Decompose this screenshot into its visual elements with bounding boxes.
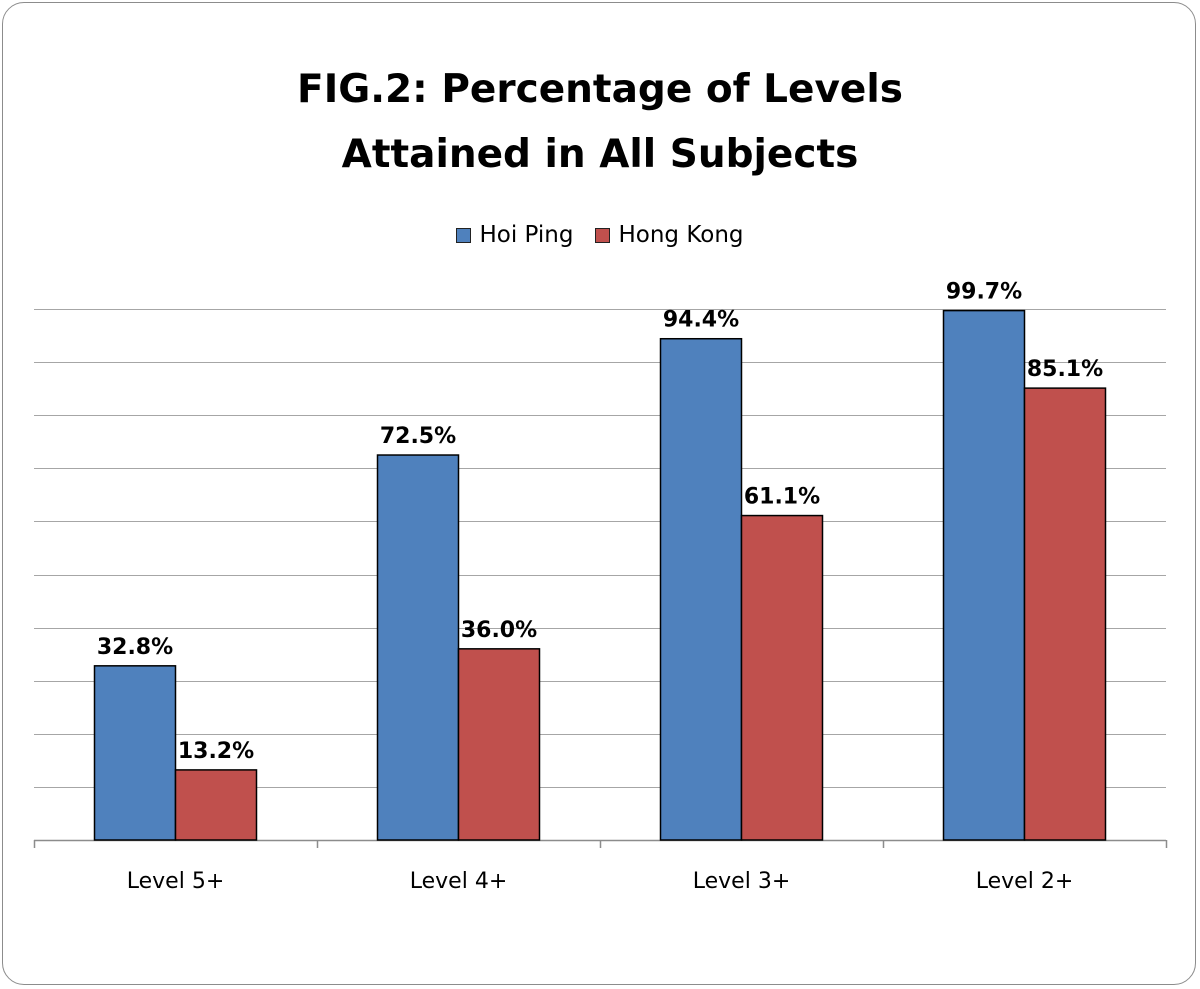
bar-hong-kong-level-2 (1023, 387, 1107, 841)
legend-item-hong-kong: Hong Kong (595, 222, 744, 248)
chart-title-line-2: Attained in All Subjects (341, 132, 859, 177)
data-label: 85.1% (1027, 357, 1103, 382)
legend-swatch-hong-kong (595, 227, 611, 243)
bar-hong-kong-level-4 (457, 648, 541, 841)
data-label: 72.5% (380, 424, 456, 449)
bar-hoi-ping-level-4 (376, 454, 460, 841)
bar-hoi-ping-level-2 (942, 309, 1026, 841)
x-tick-label: Level 4+ (410, 869, 508, 894)
chart-legend: Hoi Ping Hong Kong (0, 222, 1200, 248)
legend-label-hong-kong: Hong Kong (618, 222, 744, 248)
bar-hoi-ping-level-3 (659, 337, 743, 841)
legend-label-hoi-ping: Hoi Ping (479, 222, 574, 248)
legend-item-hoi-ping: Hoi Ping (456, 222, 573, 248)
data-label: 13.2% (178, 739, 254, 764)
data-label: 32.8% (97, 635, 173, 660)
data-label: 94.4% (663, 308, 739, 333)
bar-hong-kong-level-3 (740, 514, 824, 841)
x-tick-label: Level 5+ (127, 869, 225, 894)
x-tick-label: Level 2+ (976, 869, 1074, 894)
bar-hoi-ping-level-5 (93, 665, 177, 841)
data-label: 61.1% (744, 485, 820, 510)
bar-hong-kong-level-5 (174, 769, 258, 841)
x-tick-label: Level 3+ (693, 869, 791, 894)
data-label: 99.7% (946, 280, 1022, 305)
legend-swatch-hoi-ping (456, 227, 472, 243)
chart-title-line-1: FIG.2: Percentage of Levels (297, 67, 903, 112)
data-label: 36.0% (461, 618, 537, 643)
